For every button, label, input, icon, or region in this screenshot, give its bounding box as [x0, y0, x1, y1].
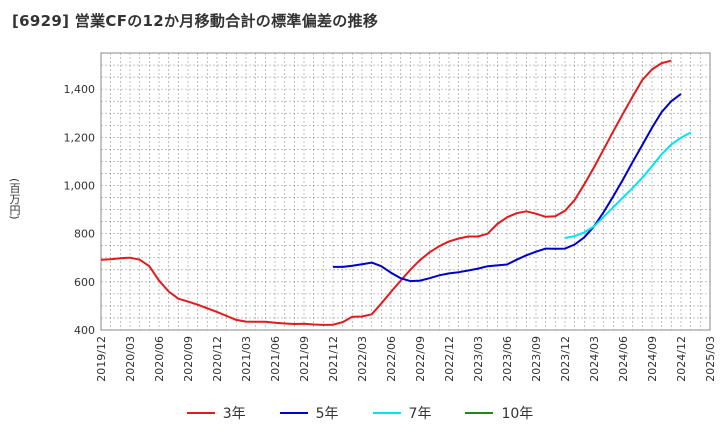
x-tick-label: 2019/12: [95, 336, 108, 382]
y-tick-label: 1,400: [64, 83, 96, 96]
x-tick-label: 2020/06: [153, 336, 166, 382]
series-line-7年: [564, 131, 692, 239]
legend-item: 10年: [465, 403, 533, 423]
x-tick-label: 2022/06: [385, 336, 398, 382]
y-tick-label: 400: [74, 324, 95, 337]
x-tick-label: 2020/12: [211, 336, 224, 382]
x-tick-label: 2021/06: [269, 336, 282, 382]
legend-label: 3年: [222, 406, 246, 422]
x-tick-label: 2022/09: [414, 336, 427, 382]
legend-swatch: [465, 412, 494, 414]
y-tick-label: 1,200: [64, 131, 96, 144]
x-tick-label: 2024/03: [588, 336, 601, 382]
legend-label: 5年: [315, 406, 339, 422]
y-tick-label: 600: [74, 276, 95, 289]
x-tick-label: 2023/12: [559, 336, 572, 382]
x-tick-label: 2023/03: [472, 336, 485, 382]
legend-label: 10年: [501, 406, 534, 422]
x-tick-label: 2020/03: [124, 336, 137, 382]
legend-swatch: [186, 412, 215, 414]
legend-item: 7年: [372, 403, 432, 423]
y-tick-label: 1,000: [64, 179, 96, 192]
x-tick-label: 2025/03: [704, 336, 717, 382]
y-axis-label: (百万円): [8, 178, 21, 220]
x-tick-label: 2021/09: [298, 336, 311, 382]
x-tick-label: 2021/03: [240, 336, 253, 382]
x-tick-label: 2022/12: [443, 336, 456, 382]
legend-item: 5年: [279, 403, 339, 423]
x-tick-label: 2024/12: [675, 336, 688, 382]
series-line-3年: [100, 59, 672, 326]
x-tick-label: 2023/06: [501, 336, 514, 382]
y-tick-label: 800: [74, 228, 95, 241]
x-tick-label: 2024/06: [617, 336, 630, 382]
legend-swatch: [372, 412, 401, 414]
x-tick-label: 2024/09: [646, 336, 659, 382]
series-line-5年: [333, 93, 682, 283]
x-tick-label: 2023/09: [530, 336, 543, 382]
x-tick-label: 2021/12: [327, 336, 340, 382]
x-tick-label: 2022/03: [356, 336, 369, 382]
legend: 3年 5年 7年 10年: [0, 403, 720, 423]
legend-label: 7年: [408, 406, 432, 422]
legend-item: 3年: [186, 403, 246, 423]
chart-title: [6929] 営業CFの12か月移動合計の標準偏差の推移: [12, 12, 379, 30]
legend-swatch: [279, 412, 308, 414]
x-tick-label: 2020/09: [182, 336, 195, 382]
plot-area: [100, 52, 711, 331]
